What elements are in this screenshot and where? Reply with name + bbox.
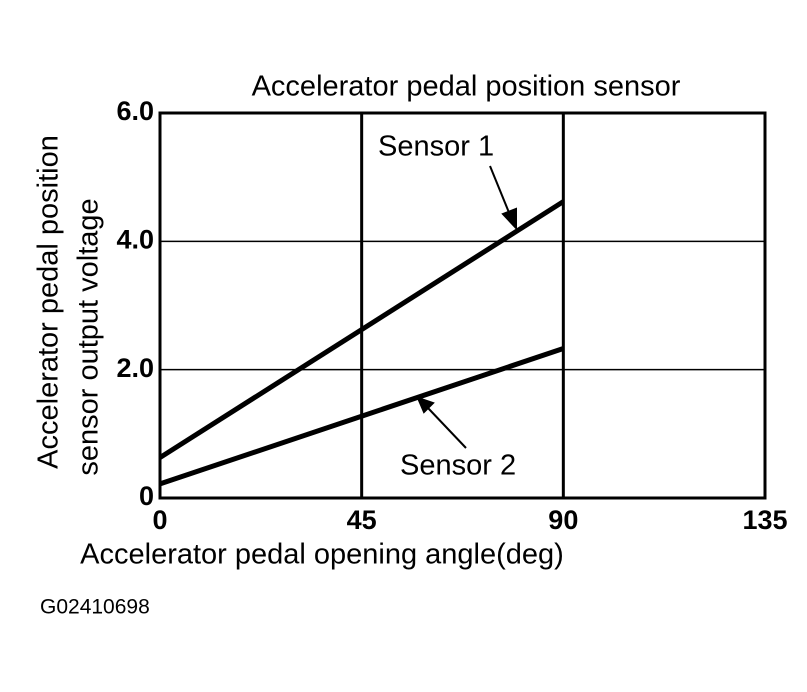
series-line <box>159 346 565 487</box>
series-label: Sensor 2 <box>400 450 516 482</box>
chart-title: Accelerator pedal position sensor <box>252 71 681 103</box>
x-tick-label: 0 <box>152 505 167 535</box>
y-tick-label: 2.0 <box>116 353 154 383</box>
y-tick-label: 0 <box>139 481 154 511</box>
arrow <box>416 165 517 449</box>
x-tick-label: 45 <box>347 505 377 535</box>
y-tick-label: 6.0 <box>116 96 154 126</box>
x-tick-label: 135 <box>742 505 787 535</box>
x-tick-label: 90 <box>548 505 578 535</box>
y-tick-label: 4.0 <box>116 224 154 254</box>
series-label: Sensor 1 <box>378 131 494 163</box>
x-axis-label: Accelerator pedal opening angle(deg) <box>80 539 564 571</box>
y-axis-label: Accelerator pedal position <box>33 135 65 469</box>
figure-id: G02410698 <box>40 596 150 619</box>
plot-frame <box>158 111 767 500</box>
y-axis-label: sensor output voltage <box>73 198 105 475</box>
series-line <box>158 199 565 460</box>
